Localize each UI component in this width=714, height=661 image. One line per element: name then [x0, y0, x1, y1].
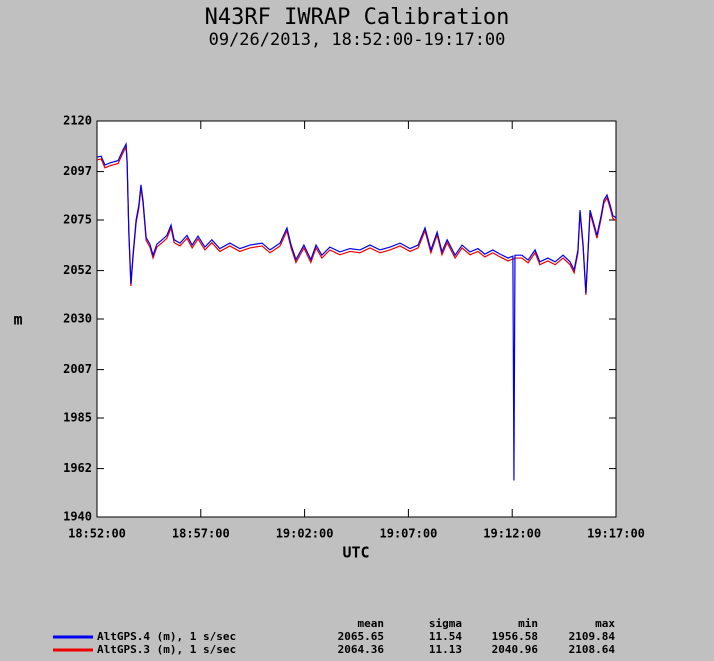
x-tick-label: 19:17:00 — [587, 527, 645, 541]
x-tick-label: 18:57:00 — [172, 527, 230, 541]
legend-label: AltGPS.3 (m), 1 s/sec — [97, 643, 236, 656]
chart-subtitle: 09/26/2013, 18:52:00-19:17:00 — [209, 30, 506, 50]
y-tick-label: 1940 — [63, 510, 92, 524]
stats-header: min — [518, 617, 538, 630]
x-tick-label: 19:02:00 — [276, 527, 334, 541]
stats-value: 2109.84 — [569, 630, 616, 643]
stats-value: 2064.36 — [338, 643, 385, 656]
legend-label: AltGPS.4 (m), 1 s/sec — [97, 630, 236, 643]
x-tick-label: 19:12:00 — [483, 527, 541, 541]
y-tick-label: 2075 — [63, 213, 92, 227]
y-tick-label: 2030 — [63, 312, 92, 326]
y-tick-label: 1985 — [63, 411, 92, 425]
y-tick-label: 1962 — [63, 461, 92, 475]
y-tick-label: 2097 — [63, 164, 92, 178]
y-tick-label: 2052 — [63, 263, 92, 277]
x-axis-label: UTC — [342, 544, 369, 562]
series-line — [96, 144, 617, 295]
stats-value: 11.54 — [429, 630, 462, 643]
stats-value: 2065.65 — [338, 630, 384, 643]
x-tick-label: 19:07:00 — [380, 527, 438, 541]
y-tick-label: 2120 — [63, 114, 92, 128]
y-axis-label: m — [13, 311, 22, 329]
x-tick-label: 18:52:00 — [68, 527, 126, 541]
stats-header: mean — [358, 617, 385, 630]
chart-title: N43RF IWRAP Calibration — [205, 5, 510, 30]
stats-value: 2108.64 — [569, 643, 616, 656]
stats-value: 1956.58 — [492, 630, 538, 643]
stats-header: max — [595, 617, 615, 630]
series-line — [96, 141, 617, 481]
stats-value: 2040.96 — [492, 643, 539, 656]
plot-area — [96, 120, 617, 518]
stats-value: 11.13 — [429, 643, 462, 656]
stats-header: sigma — [429, 617, 462, 630]
y-tick-label: 2007 — [63, 362, 92, 376]
